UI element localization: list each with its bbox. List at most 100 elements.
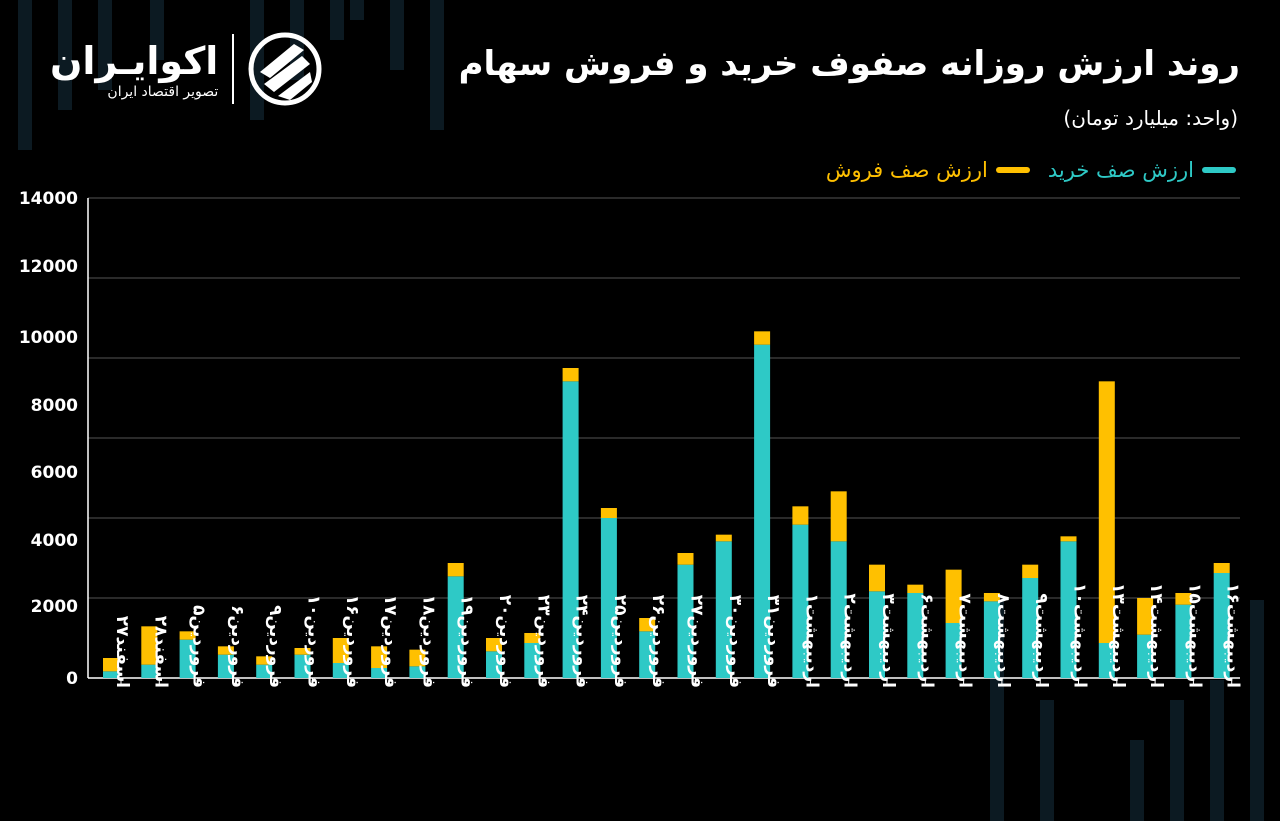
x-tick-label: فروردین۱۶ (342, 595, 362, 688)
bar-buy (1098, 643, 1115, 678)
background-decoration (18, 0, 1264, 821)
bar-buy (677, 564, 694, 678)
bar-buy (945, 623, 962, 678)
bar-buy (907, 593, 924, 678)
bar-buy (371, 668, 388, 678)
bar-sell (562, 368, 579, 382)
decor-bar (330, 0, 344, 40)
bar-sell (179, 631, 196, 640)
bar-sell (1098, 381, 1115, 643)
bar-sell (945, 569, 962, 623)
bar-buy (486, 651, 502, 678)
x-tick-label: فروردین۹ (265, 605, 285, 688)
brand-divider (232, 34, 235, 104)
bar-buy (179, 639, 196, 678)
bar-sell (524, 633, 541, 643)
x-tick-label: فروردین۶ (227, 605, 247, 688)
legend-buy: ارزش صف خرید (1048, 158, 1236, 182)
x-tick-label: فروردین۲۷ (687, 595, 707, 688)
decor-bar (350, 0, 364, 20)
brand-logo: اکوایـران تصویر اقتصاد ایران (50, 32, 322, 106)
bar-sell (332, 638, 349, 663)
bar-buy (715, 541, 732, 678)
bar-sell (677, 553, 694, 565)
bar-buy (1137, 634, 1154, 678)
x-tick-label: اردیبهشت۱ (801, 593, 821, 688)
bar-buy (830, 541, 847, 678)
brand-tagline: تصویر اقتصاد ایران (107, 84, 219, 100)
bar-buy (1175, 604, 1192, 678)
gridlines (88, 197, 1240, 599)
bar-sell (447, 563, 464, 577)
bar-buy (294, 654, 311, 678)
bar-sell (869, 564, 885, 592)
bar-sell (486, 638, 502, 652)
bar-buy (983, 601, 1000, 678)
x-tick-label: فروردین۲۵ (610, 595, 630, 688)
bar-buy (869, 591, 885, 678)
decor-bar (1210, 680, 1224, 821)
bar-sell (754, 331, 771, 345)
x-tick-label: اسفند۲۸ (150, 616, 170, 688)
bar-sell (371, 646, 388, 668)
x-tick-label: فروردین۱۷ (380, 595, 400, 688)
bar-sell (1060, 536, 1077, 542)
bar-buy (1022, 578, 1039, 678)
decor-bar (58, 0, 72, 110)
x-tick-label: اردیبهشت۳ (878, 593, 898, 688)
x-tick-label: اردیبهشت۲ (840, 593, 860, 688)
decor-bar (1130, 740, 1144, 821)
x-tick-label: فروردین۲۴ (572, 595, 592, 688)
x-tick-label: فروردین۲۳ (533, 595, 553, 688)
bar-buy (792, 524, 809, 678)
y-tick-label: 14000 (19, 189, 78, 209)
x-tick-label: اردیبهشت۱۳ (1108, 583, 1128, 688)
decor-bar (1250, 600, 1264, 821)
decor-bar (1040, 700, 1054, 821)
bar-sell (639, 618, 656, 632)
x-tick-label: اردیبهشت۷ (955, 593, 975, 688)
decor-bar (150, 0, 164, 60)
x-tick-label: اسفند۲۷ (112, 616, 132, 688)
y-tick-label: 10000 (19, 328, 78, 348)
legend-buy-label: ارزش صف خرید (1047, 158, 1194, 182)
bar-buy (141, 664, 158, 678)
x-tick-label: فروردین۲۶ (648, 595, 668, 688)
bar-buy (639, 631, 656, 678)
x-tick-label: اردیبهشت۱۴ (1146, 583, 1166, 688)
y-axis: 0 2000 4000 6000 8000 10000 12000 14000 (19, 189, 1240, 689)
x-tick-label: اردیبهشت۱۰ (1070, 583, 1090, 688)
bar-sell (907, 584, 924, 593)
decor-bar (430, 0, 444, 130)
decor-bar (1170, 700, 1184, 821)
bar-sell (217, 646, 234, 655)
bar-buy (524, 643, 541, 678)
bar-sell (1213, 563, 1230, 573)
x-tick-label: فروردین۳۱ (763, 595, 783, 688)
y-tick-label: 12000 (19, 257, 78, 277)
chart-title: روند ارزش روزانه صفوف خرید و فروش سهام (458, 44, 1240, 84)
y-tick-label: 2000 (31, 597, 78, 617)
decor-bar (18, 0, 32, 150)
bar-sell (600, 508, 617, 518)
x-tick-label: اردیبهشت۱۵ (1184, 583, 1204, 688)
legend-sell-swatch (995, 167, 1030, 173)
y-tick-label: 6000 (31, 463, 78, 483)
bar-buy (754, 344, 771, 678)
y-tick-label: 8000 (31, 396, 78, 416)
bar-buy (103, 671, 119, 678)
bar-buy (256, 664, 273, 678)
legend-sell: ارزش صف فروش (826, 158, 1030, 182)
x-tick-label: فروردین۲۰ (495, 595, 515, 688)
bar-buy (409, 666, 426, 678)
bar-sell (983, 593, 1000, 602)
bar-sell (830, 491, 847, 542)
bar-sell (1022, 564, 1039, 578)
bar-sell (1175, 593, 1192, 605)
x-tick-label: فروردین۵ (189, 605, 209, 688)
bar-sell (792, 506, 809, 525)
bar-sell (103, 658, 119, 672)
x-axis: اسفند۲۷ اسفند۲۸ فروردین۵ فروردین۶ فروردین۹ فر… (112, 583, 1243, 688)
x-tick-label: اردیبهشت۹ (1031, 593, 1051, 688)
